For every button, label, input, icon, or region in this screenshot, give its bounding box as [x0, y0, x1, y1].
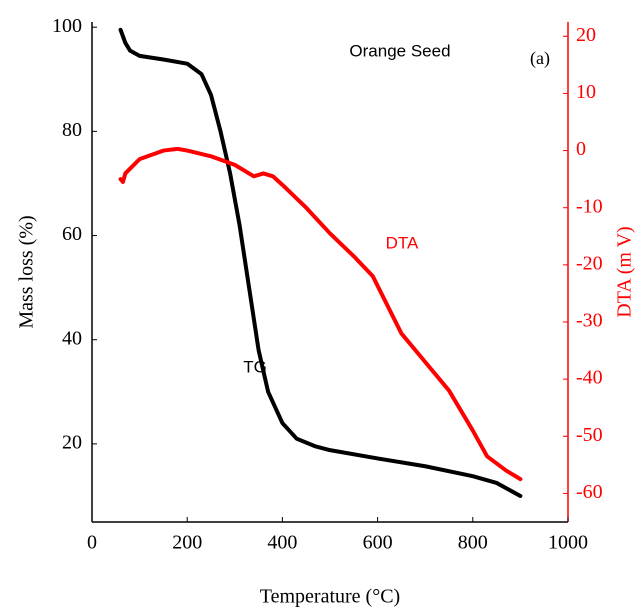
y-tick-label: 20: [62, 431, 82, 453]
y2-tick-label: -40: [576, 367, 603, 389]
y2-tick-label: -20: [576, 252, 603, 274]
y2-tick-label: -50: [576, 424, 603, 446]
x-axis-label: Temperature (°C): [260, 586, 400, 608]
y2-tick-label: 20: [576, 24, 596, 46]
y-tick-label: 80: [62, 119, 82, 141]
data-line: [118, 27, 523, 498]
y2-tick-label: -10: [576, 195, 603, 217]
panel-label: (a): [530, 48, 550, 69]
y2-tick-label: -60: [576, 481, 603, 503]
x-tick-label: 0: [87, 532, 97, 554]
y2-tick-label: 0: [576, 138, 586, 160]
x-tick-label: 800: [458, 532, 488, 554]
y-tick-label: 60: [62, 223, 82, 245]
x-tick-label: 400: [267, 532, 297, 554]
y2-axis-label: DTA (m V): [614, 226, 636, 317]
y-tick-label: 100: [52, 15, 82, 37]
y-axis-label: Mass loss (%): [16, 215, 38, 328]
x-tick-label: 200: [172, 532, 202, 554]
y-tick-label: 40: [62, 327, 82, 349]
x-tick-label: 600: [363, 532, 393, 554]
y2-tick-label: -30: [576, 310, 603, 332]
x-tick-label: 1000: [548, 532, 588, 554]
y2-tick-label: 10: [576, 81, 596, 103]
data-line: [118, 146, 523, 482]
series-label: DTA: [386, 233, 419, 252]
chart-title: Orange Seed: [349, 41, 450, 60]
